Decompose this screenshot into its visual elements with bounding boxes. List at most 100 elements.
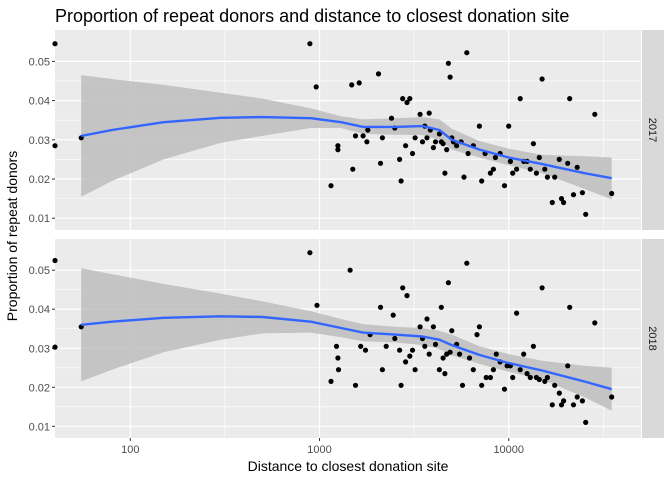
facet-panels: 0.01 0.02 0.03 0.04 0.05 2017 0.01 0.02 0.03 0.04… <box>29 30 664 438</box>
data-point <box>362 347 369 353</box>
data-point <box>400 285 406 291</box>
data-point <box>517 96 523 102</box>
data-point <box>400 96 406 102</box>
data-point <box>493 351 499 357</box>
data-point <box>454 143 460 149</box>
data-point <box>436 367 442 373</box>
data-point <box>459 382 466 388</box>
y-tick-label: 0.01 <box>29 213 50 225</box>
data-point <box>398 382 404 388</box>
data-point <box>556 390 562 396</box>
data-point <box>403 359 409 365</box>
facet-strip <box>642 239 664 438</box>
data-point <box>432 139 439 145</box>
data-point <box>544 374 551 381</box>
data-point <box>492 154 498 161</box>
data-point <box>350 166 356 172</box>
data-point <box>533 170 540 176</box>
data-point <box>307 250 313 256</box>
data-point <box>388 115 395 121</box>
facet-strip <box>642 30 664 230</box>
data-point <box>335 147 341 153</box>
data-point <box>539 285 545 291</box>
data-point <box>465 150 471 157</box>
data-point <box>52 41 58 47</box>
data-point <box>333 343 340 349</box>
facet-strip-label: 2018 <box>646 326 658 350</box>
data-point <box>377 160 384 166</box>
data-point <box>335 355 341 361</box>
data-point <box>426 110 432 116</box>
data-point <box>609 394 615 400</box>
x-tick-label: 10000 <box>493 444 524 456</box>
x-axis-title: Distance to closest donation site <box>248 458 449 474</box>
data-point <box>552 174 558 180</box>
data-point <box>375 71 382 77</box>
y-tick-label: 0.03 <box>29 135 50 147</box>
data-point <box>398 178 404 184</box>
x-axis: 100 1000 10000 <box>121 438 524 456</box>
confidence-band <box>81 75 612 200</box>
y-tick-label: 0.02 <box>29 174 50 186</box>
data-point <box>365 127 371 133</box>
data-point <box>506 123 512 129</box>
data-point <box>335 367 342 373</box>
data-point <box>360 133 366 139</box>
data-point <box>474 332 480 338</box>
data-point <box>412 367 418 373</box>
data-point <box>409 347 416 353</box>
data-point <box>561 398 567 404</box>
data-point <box>432 341 439 347</box>
data-point <box>397 156 403 162</box>
data-point <box>524 371 530 377</box>
data-point <box>536 154 542 161</box>
data-point <box>552 382 558 388</box>
y-tick-label: 0.05 <box>29 56 50 68</box>
data-point <box>438 304 444 310</box>
data-point <box>397 347 403 353</box>
data-point <box>510 374 516 381</box>
data-point <box>476 123 482 129</box>
data-point <box>358 343 364 349</box>
data-point <box>426 351 432 357</box>
y-axis-title: Proportion of repeat donors <box>4 151 20 321</box>
data-point <box>392 335 398 342</box>
y-tick-label: 0.05 <box>29 265 50 277</box>
data-point <box>517 367 523 373</box>
data-point <box>514 310 520 316</box>
data-point <box>417 111 423 117</box>
data-point <box>436 131 442 137</box>
y-tick-label: 0.01 <box>29 421 50 433</box>
data-point <box>579 190 586 196</box>
data-point <box>364 139 370 145</box>
data-point <box>352 133 359 139</box>
y-tick-label: 0.03 <box>29 343 50 355</box>
data-point <box>583 419 589 425</box>
data-point <box>442 371 448 377</box>
data-point <box>409 150 416 157</box>
data-point <box>542 378 548 384</box>
data-point <box>349 82 355 88</box>
data-point <box>561 199 567 206</box>
facet-panel-2017: 0.01 0.02 0.03 0.04 0.05 2017 <box>29 30 664 230</box>
data-point <box>479 178 485 184</box>
facet-strip-label: 2017 <box>646 118 658 142</box>
data-point <box>487 374 493 381</box>
data-point <box>574 164 580 170</box>
data-point <box>565 363 571 369</box>
data-point <box>307 41 313 47</box>
y-tick-label: 0.02 <box>29 382 50 394</box>
data-point <box>507 158 513 164</box>
data-point <box>419 139 426 145</box>
data-point <box>379 367 385 373</box>
data-point <box>579 398 586 404</box>
data-point <box>424 316 430 322</box>
data-point <box>430 145 436 151</box>
data-point <box>352 382 359 388</box>
data-point <box>442 170 448 176</box>
data-point <box>457 351 463 357</box>
data-point <box>430 324 436 330</box>
data-point <box>328 183 334 189</box>
data-point <box>490 367 496 373</box>
